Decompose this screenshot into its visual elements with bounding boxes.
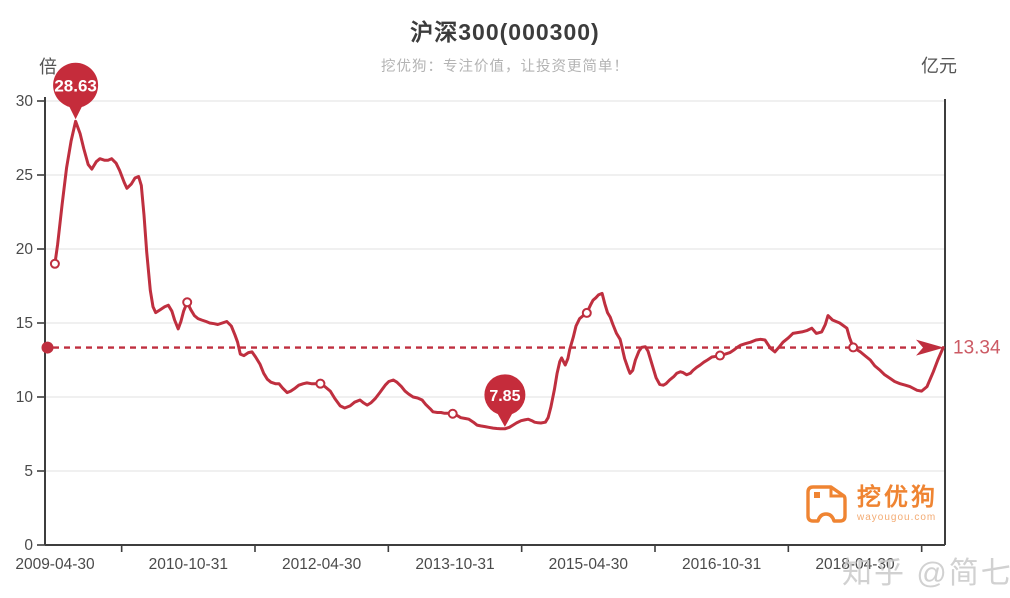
y-axis-label: 15	[16, 315, 33, 332]
x-axis-label: 2013-10-31	[415, 556, 494, 573]
wayougou-dog-icon	[806, 485, 847, 523]
y-axis-label: 20	[16, 241, 34, 258]
x-axis-label: 2016-10-31	[682, 556, 761, 573]
y-axis-label: 25	[16, 167, 33, 184]
data-point-marker[interactable]	[447, 408, 458, 419]
reference-start-dot	[41, 341, 54, 354]
peak-annotation-balloon	[53, 62, 99, 108]
data-point-marker[interactable]	[182, 297, 193, 308]
x-axis-label: 2018-04-30	[815, 556, 895, 573]
logo-name: 挖优狗	[857, 483, 938, 511]
y-axis-label: 5	[24, 463, 33, 480]
wayougou-logo: 挖优狗 wayougou.com	[802, 479, 938, 529]
x-axis-label: 2012-04-30	[282, 556, 362, 573]
chart-subtitle: 挖优狗：专注价值，让投资更简单！	[381, 59, 629, 75]
data-point-marker[interactable]	[848, 342, 859, 353]
data-point-marker[interactable]	[581, 307, 592, 318]
logo-domain: wayougou.com	[857, 511, 937, 523]
y-axis-label: 0	[24, 537, 33, 554]
y-axis-label: 10	[16, 389, 34, 406]
x-axis-label: 2015-04-30	[549, 556, 629, 573]
x-axis-label: 2010-10-31	[149, 556, 228, 573]
data-point-marker[interactable]	[49, 258, 60, 269]
reference-arrow-icon	[916, 339, 944, 356]
data-point-marker[interactable]	[715, 350, 725, 361]
reference-value-label: 13.34	[953, 338, 1001, 359]
zhihu-watermark: 知乎 @简七	[842, 557, 1010, 590]
y-unit-right-label: 亿元	[921, 56, 957, 76]
chart-title: 沪深300(000300)	[410, 19, 600, 45]
trough-annotation-balloon	[484, 374, 526, 416]
y-unit-left-label: 倍	[39, 57, 57, 77]
y-axis-label: 30	[16, 93, 34, 110]
wayougou-logo-text: 挖优狗 wayougou.com	[857, 483, 938, 523]
pe-series-line[interactable]	[53, 119, 945, 431]
peak-annotation-label: 28.63	[54, 76, 97, 95]
data-point-marker[interactable]	[315, 378, 326, 389]
x-axis-label: 2009-04-30	[15, 556, 95, 573]
trough-annotation-label: 7.85	[489, 388, 520, 405]
